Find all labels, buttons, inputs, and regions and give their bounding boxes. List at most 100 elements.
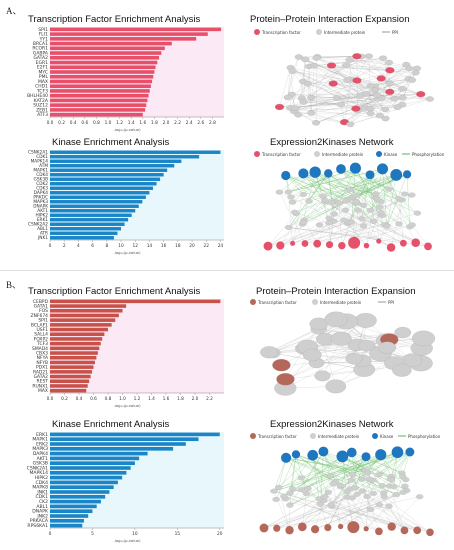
phosphorylation-edge (289, 456, 367, 506)
network-edge (359, 68, 410, 97)
intermediate-protein-node (315, 222, 324, 228)
network-edge (402, 98, 430, 105)
bar (50, 84, 151, 89)
phosphorylation-edge (345, 174, 371, 211)
bar (50, 186, 153, 190)
panel-b-kinase-title: Kinase Enrichment Analysis (52, 419, 170, 430)
x-tick-label: 0.6 (90, 396, 97, 402)
network-edge (333, 83, 395, 99)
category-label: CSNK2A1 (27, 465, 48, 471)
bar (50, 103, 147, 107)
intermediate-protein-node (411, 69, 420, 76)
category-label: GATA1 (34, 303, 49, 309)
ppi-edge (276, 499, 418, 531)
intermediate-protein-node (302, 348, 322, 362)
x-tick-label: 2.0 (192, 396, 199, 402)
intermediate-protein-node (343, 489, 351, 495)
intermediate-protein-node (354, 313, 377, 328)
ppi-edge (378, 198, 400, 242)
intermediate-protein-node (366, 507, 375, 513)
phosphorylation-edge (355, 456, 367, 489)
ppi-edge (366, 189, 390, 246)
x-tick-label: 2 (63, 243, 66, 249)
intermediate-protein-node (425, 96, 434, 102)
ppi-legend-label: PPI (392, 30, 398, 35)
network-edge (317, 56, 357, 58)
intermediate-protein-node (392, 363, 412, 377)
kinase-node (307, 449, 319, 461)
bar (50, 200, 143, 204)
ppi-edge (302, 472, 368, 527)
network-edge (298, 56, 376, 91)
ppi-edge (328, 492, 392, 527)
intermediate-protein-node (352, 199, 361, 205)
category-label: ZEB1 (36, 107, 48, 113)
intermediate-protein-node (326, 473, 335, 479)
bar (50, 384, 88, 388)
bar (50, 173, 164, 177)
x-tick-label: 1.8 (151, 120, 158, 126)
category-label: TCF3 (36, 341, 48, 347)
ppi-edge (304, 224, 320, 244)
category-label: CDK4 (36, 172, 48, 178)
intermediate-protein-node (395, 221, 403, 227)
network-edge (311, 97, 398, 108)
x-tick-label: 1.2 (116, 120, 123, 126)
intermediate-protein-node (340, 217, 348, 223)
category-label: CEBPD (33, 299, 49, 305)
intermediate-protein-node (412, 330, 436, 347)
ppi-edge (267, 213, 297, 247)
transcription-factor-node (385, 88, 395, 96)
category-label: YY1 (39, 36, 48, 42)
intermediate-protein-node (378, 483, 386, 489)
category-label: FOXP2 (34, 336, 49, 342)
ppi-edge (351, 222, 392, 248)
bar (50, 451, 148, 456)
intermediate-protein-node (375, 502, 383, 508)
network-edge (309, 58, 384, 67)
intermediate-protein-node (362, 91, 371, 97)
category-label: MAPK8 (32, 485, 48, 491)
x-tick-label: 1.6 (163, 396, 170, 402)
intermediate-protein-node (299, 219, 308, 225)
intermediate-protein-node (343, 77, 352, 83)
intermediate-protein-node (358, 339, 376, 352)
intermediate-protein-node (393, 104, 402, 110)
intermediate-protein-node (299, 191, 307, 197)
bar (50, 164, 175, 168)
intermediate-protein-node (288, 199, 297, 205)
category-label: PRKDC (33, 195, 48, 201)
category-label: MAX (38, 79, 48, 85)
intermediate-protein-node (324, 489, 332, 495)
ppi-edge (292, 488, 431, 533)
phosphorylation-edge (292, 173, 329, 203)
category-label: CSNK2A2 (28, 222, 48, 228)
x-tick-label: 1.4 (128, 120, 135, 126)
intermediate-protein-node (288, 68, 297, 74)
ppi-edge (329, 222, 367, 246)
intermediate-protein-node (286, 502, 294, 508)
x-tick-label: 2.2 (206, 396, 213, 402)
x-tick-label: 15 (175, 531, 181, 537)
intermediate-protein-node (395, 196, 403, 202)
category-label: BCLAF1 (31, 322, 48, 328)
bar (50, 432, 220, 437)
transcription-factor-node (285, 526, 294, 535)
intermediate-protein-node (325, 379, 346, 394)
transcription-factor-node (263, 241, 273, 251)
intermediate-protein-node (325, 215, 333, 221)
phosphorylation-legend-label: Phosphorylation (408, 434, 441, 439)
x-tick-label: 4 (77, 243, 80, 249)
intermediate-protein-node (302, 490, 311, 496)
x-tick-label: 5 (91, 531, 94, 537)
ppi-edge (267, 206, 380, 247)
intermediate-protein-node (299, 99, 308, 105)
x-tick-label: 22 (204, 243, 210, 249)
category-label: TCF3 (36, 88, 48, 94)
category-label: JNK1 (37, 235, 48, 241)
x-tick-label: 0.8 (93, 120, 100, 126)
category-label: CBX3 (36, 350, 48, 356)
intermediate-protein-node (349, 472, 357, 478)
intermediate-protein-node (408, 77, 417, 83)
category-label: FLI1 (39, 32, 48, 38)
